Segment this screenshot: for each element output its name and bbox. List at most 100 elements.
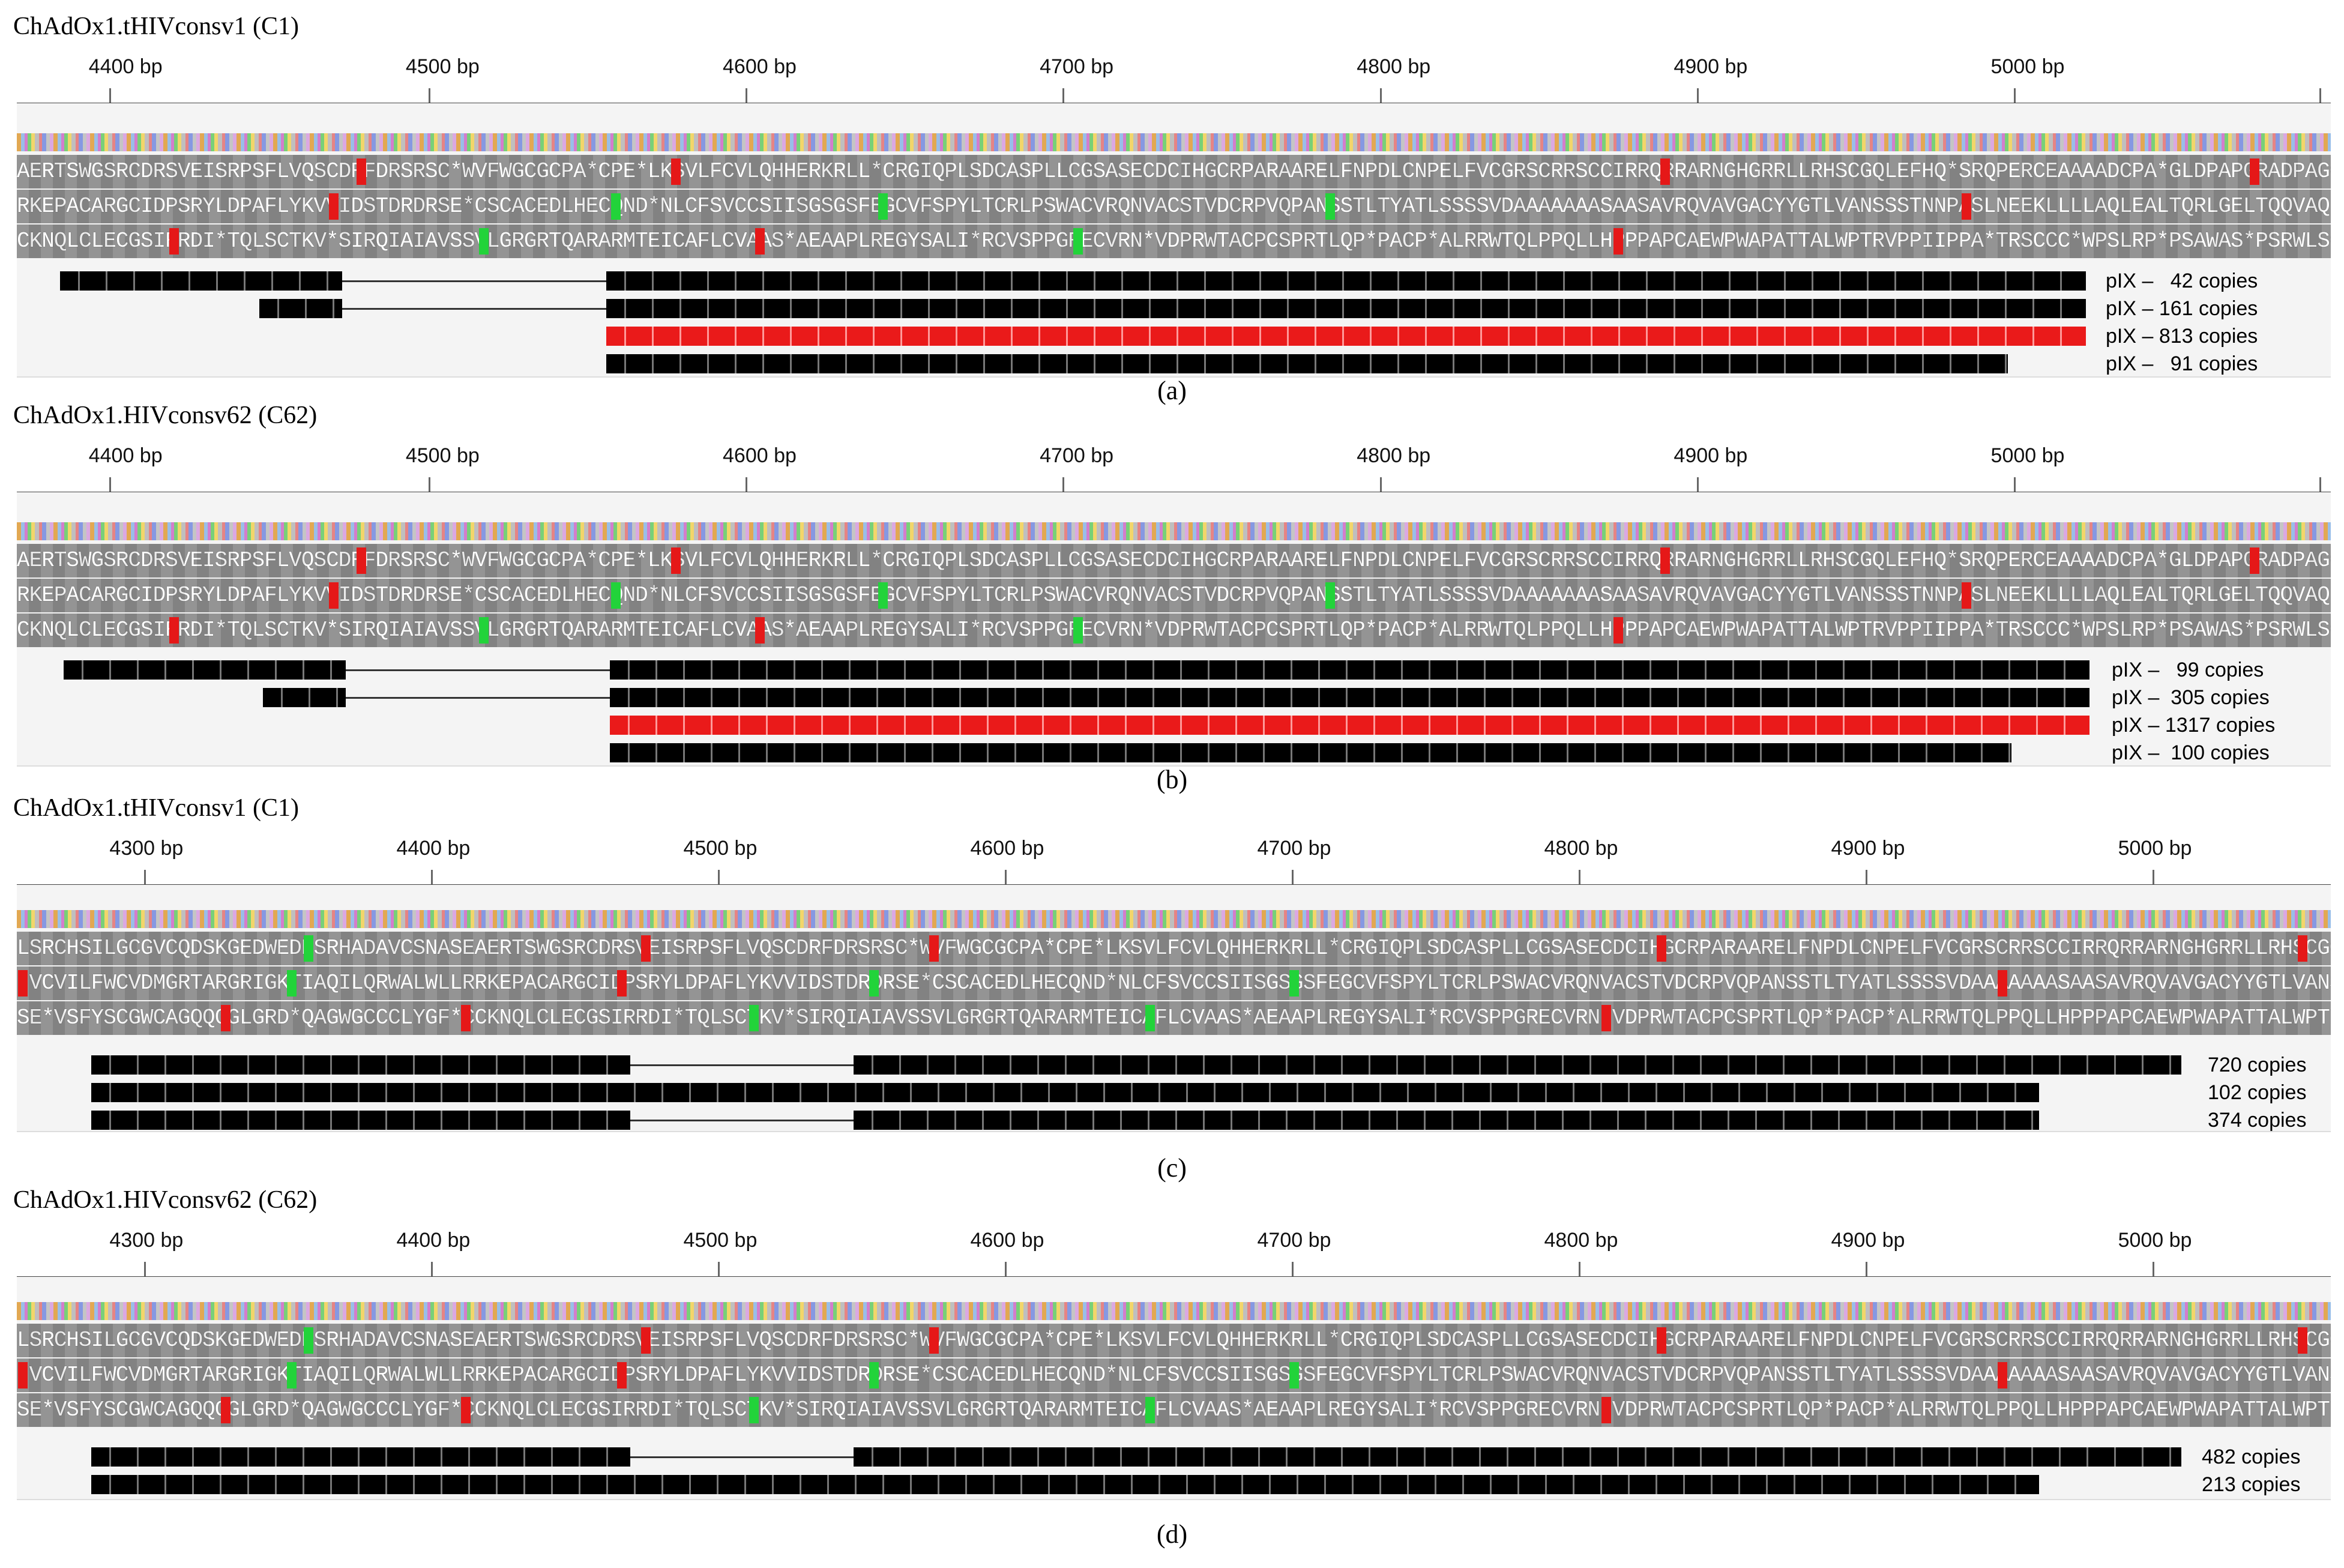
- start-codon-marker: [1289, 970, 1299, 997]
- stop-codon-marker: [329, 582, 339, 609]
- stop-codon-marker: [18, 1362, 28, 1389]
- stop-codon-marker: [2298, 935, 2307, 962]
- tick-label: 4600 bp: [970, 1229, 1044, 1252]
- stop-codon-marker: [461, 1005, 471, 1031]
- nucleotide-strip: [17, 910, 2331, 928]
- stop-codon-marker: [1657, 1327, 1666, 1354]
- start-codon-marker: [869, 970, 879, 997]
- reading-frame-1: AERTSWGSRCDRSVEISRPSFLVQSCDRFDRSRSC*WVFW…: [17, 544, 2331, 577]
- read-row: 213 copies: [17, 1474, 2331, 1495]
- read-row: pIX – 161 copies: [17, 298, 2331, 319]
- tick-label: 4900 bp: [1674, 55, 1748, 78]
- start-codon-marker: [287, 970, 297, 997]
- read-copies-label: 102 copies: [2208, 1081, 2307, 1104]
- panel-title: ChAdOx1.tHIVconsv1 (C1): [13, 13, 299, 40]
- stop-codon-marker: [461, 1397, 471, 1423]
- start-codon-marker: [1073, 617, 1083, 644]
- start-codon-marker: [611, 193, 621, 220]
- read-row: pIX – 99 copies: [17, 660, 2331, 680]
- stop-codon-marker: [2250, 547, 2259, 574]
- read-row: pIX – 1317 copies: [17, 714, 2331, 737]
- bp-ruler: 4300 bp 4400 bp 4500 bp 4600 bp 4700 bp …: [17, 1219, 2331, 1279]
- tick-label: 4700 bp: [1040, 55, 1114, 78]
- tick-label: 4600 bp: [723, 55, 797, 78]
- stop-codon-marker: [221, 1005, 230, 1031]
- start-codon-marker: [749, 1397, 759, 1423]
- stop-codon-marker: [1601, 1397, 1611, 1423]
- bp-ruler: 4400 bp 4500 bp 4600 bp 4700 bp 4800 bp …: [17, 435, 2331, 494]
- stop-codon-marker: [755, 617, 765, 644]
- stop-codon-marker: [1657, 935, 1666, 962]
- stop-codon-marker: [1962, 582, 1971, 609]
- panel-title: ChAdOx1.tHIVconsv1 (C1): [13, 794, 299, 822]
- tick-label: 4500 bp: [683, 1229, 758, 1252]
- panel-title: ChAdOx1.HIVconsv62 (C62): [13, 1186, 318, 1214]
- stop-codon-marker: [169, 228, 179, 255]
- read-row: pIX – 100 copies: [17, 743, 2331, 763]
- start-codon-marker: [1289, 1362, 1299, 1389]
- tick-label: 4400 bp: [88, 444, 163, 467]
- tick-label: 5000 bp: [1990, 444, 2065, 467]
- tick-label: 4400 bp: [396, 837, 471, 860]
- panel-a: ChAdOx1.tHIVconsv1 (C1) 4400 bp 4500 bp …: [0, 12, 2344, 405]
- stop-codon-marker: [2298, 1327, 2307, 1354]
- tick-label: 4300 bp: [109, 1229, 184, 1252]
- tick-label: 4900 bp: [1831, 1229, 1905, 1252]
- stop-codon-marker: [929, 1327, 939, 1354]
- stop-codon-marker: [1613, 228, 1623, 255]
- nucleotide-strip: [17, 1302, 2331, 1320]
- start-codon-marker: [479, 228, 489, 255]
- reading-frame-3: SE*VSFYSCGWCAGQQGGLGRD*QAGWGCCCLYGF*CCKN…: [17, 1001, 2331, 1035]
- stop-codon-marker: [357, 158, 366, 185]
- stop-codon-marker: [617, 1362, 627, 1389]
- tick-label: 4900 bp: [1674, 444, 1748, 467]
- stop-codon-marker: [671, 158, 681, 185]
- tick-label: 4800 bp: [1357, 55, 1431, 78]
- panel-c: ChAdOx1.tHIVconsv1 (C1) 4300 bp 4400 bp …: [0, 794, 2344, 1183]
- tick-label: 4500 bp: [683, 837, 758, 860]
- read-copies-label: pIX – 305 copies: [2112, 686, 2270, 709]
- read-row: 102 copies: [17, 1081, 2331, 1104]
- read-copies-label: pIX – 91 copies: [2106, 352, 2258, 375]
- panel-caption: (b): [1156, 765, 1188, 794]
- stop-codon-marker: [2250, 158, 2259, 185]
- stop-codon-marker: [641, 935, 651, 962]
- start-codon-marker: [1325, 193, 1335, 220]
- read-copies-label: pIX – 813 copies: [2106, 325, 2258, 348]
- start-codon-marker: [1325, 582, 1335, 609]
- reading-frame-2: *VCVILFWCVDMGRTARGRIGKTIAQILQRWALWLLRRKE…: [17, 966, 2331, 1000]
- read-row: pIX – 305 copies: [17, 686, 2331, 709]
- read-copies-label: pIX – 1317 copies: [2112, 714, 2276, 737]
- stop-codon-marker: [929, 935, 939, 962]
- start-codon-marker: [304, 935, 313, 962]
- tick-label: 4700 bp: [1257, 837, 1331, 860]
- reading-frame-2: *VCVILFWCVDMGRTARGRIGKTIAQILQRWALWLLRRKE…: [17, 1358, 2331, 1392]
- start-codon-marker: [878, 193, 888, 220]
- tick-label: 5000 bp: [2118, 1229, 2192, 1252]
- tick-label: 4400 bp: [396, 1229, 471, 1252]
- tick-label: 4900 bp: [1831, 837, 1905, 860]
- stop-codon-marker: [329, 193, 339, 220]
- tick-label: 4700 bp: [1040, 444, 1114, 467]
- read-copies-label: 720 copies: [2208, 1054, 2307, 1076]
- tick-label: 4800 bp: [1357, 444, 1431, 467]
- reading-frame-2: RKEPACARGCIDPSRYLDPAFLYKVVIDSTDRDRSE*CSC…: [17, 579, 2331, 612]
- start-codon-marker: [304, 1327, 313, 1354]
- reading-frame-1: AERTSWGSRCDRSVEISRPSFLVQSCDRFDRSRSC*WVFW…: [17, 155, 2331, 188]
- stop-codon-marker: [18, 970, 28, 997]
- stop-codon-marker: [221, 1397, 230, 1423]
- sequence-track: AERTSWGSRCDRSVEISRPSFLVQSCDRFDRSRSC*WVFW…: [17, 103, 2331, 378]
- read-row: 720 copies: [17, 1055, 2331, 1075]
- read-row: pIX – 42 copies: [17, 271, 2331, 291]
- reading-frame-3: CKNQLCLECGSIRRDI*TQLSCTKV*SIRQIAIAVSSVLG…: [17, 225, 2331, 258]
- panel-caption: (a): [1157, 376, 1187, 405]
- tick-label: 4400 bp: [88, 55, 163, 78]
- sequence-track: LSRCHSILGCGVCQDSKGEDWEDNSRHADAVCSNASEAER…: [17, 1277, 2331, 1500]
- read-row: 374 copies: [17, 1110, 2331, 1130]
- tick-label: 5000 bp: [1990, 55, 2065, 78]
- nucleotide-strip: [17, 133, 2331, 151]
- read-copies-label: pIX – 99 copies: [2112, 659, 2264, 681]
- tick-label: 5000 bp: [2118, 837, 2192, 860]
- read-copies-label: pIX – 42 copies: [2106, 270, 2258, 292]
- stop-codon-marker: [1962, 193, 1971, 220]
